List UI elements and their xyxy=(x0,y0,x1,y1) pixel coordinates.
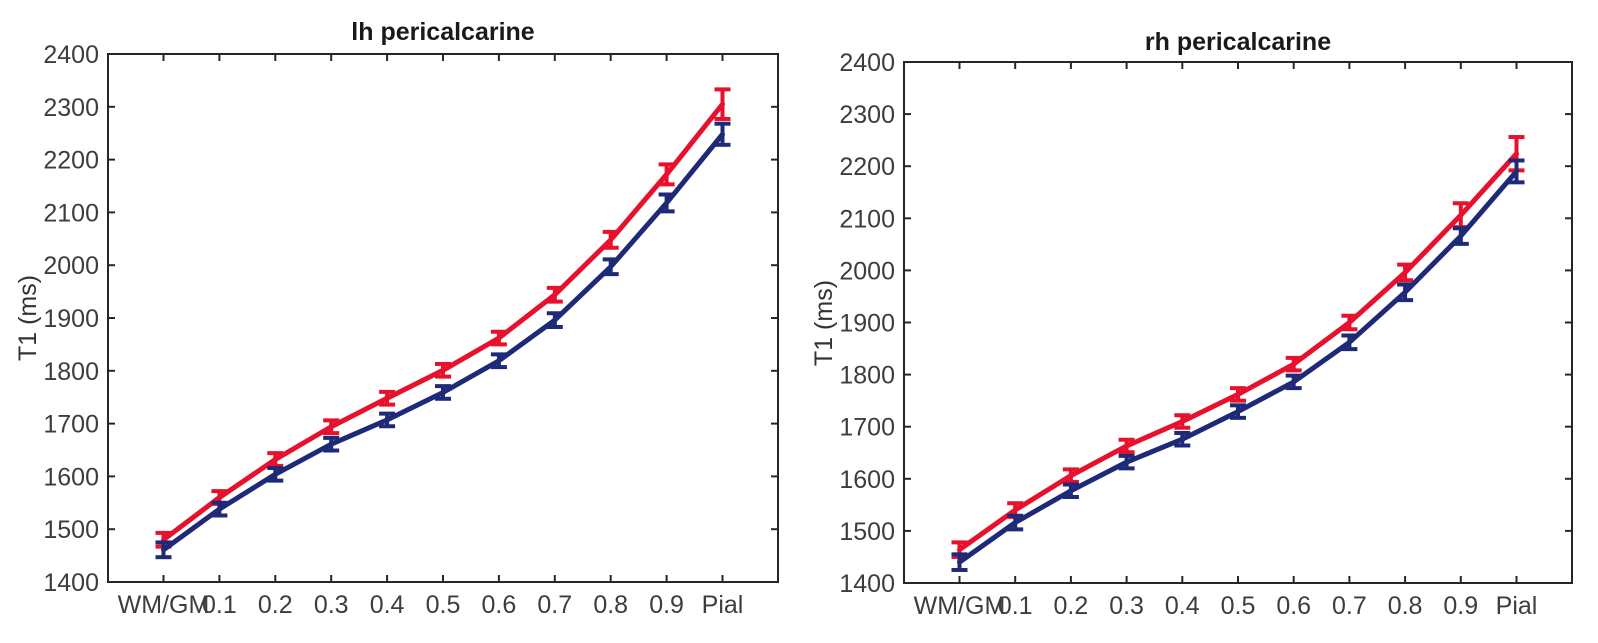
y-tick-label: 2000 xyxy=(839,257,895,285)
x-tick-label: 0.9 xyxy=(649,591,684,619)
y-axis: 1400 1500 1600 1700 1800 1900 2000 2100 2200 2300… xyxy=(43,41,778,597)
y-tick-label: 1800 xyxy=(839,362,895,390)
red-series xyxy=(951,135,1525,559)
y-tick-label: 2200 xyxy=(839,153,895,181)
y-tick-label: 1500 xyxy=(43,516,99,544)
axis-box xyxy=(903,61,1573,584)
blue-series-line xyxy=(957,168,1519,565)
x-tick-label: 0.5 xyxy=(1221,592,1256,620)
x-tick-label: 0.3 xyxy=(314,591,349,619)
y-tick-label: 2400 xyxy=(43,41,99,69)
y-tick-label: 2300 xyxy=(839,101,895,129)
x-axis: WM/GM0.1 0.2 0.3 0.4 0.5 0.6 0.7 0.8 0.9 Pial xyxy=(914,62,1538,620)
y-tick-label: 2100 xyxy=(839,205,895,233)
lh-y-axis-label: T1 (ms) xyxy=(14,275,42,361)
x-tick-label: 0.4 xyxy=(370,591,405,619)
y-tick-label: 1700 xyxy=(43,411,99,439)
red-series-errorbars xyxy=(951,135,1525,559)
x-tick-label: 0.9 xyxy=(1443,592,1478,620)
x-tick-label: WM/GM xyxy=(914,592,1006,620)
x-tick-label: 0.6 xyxy=(482,591,517,619)
x-tick-label: 0.3 xyxy=(1109,592,1144,620)
x-tick-label: 0.8 xyxy=(1388,592,1423,620)
x-tick-label: Pial xyxy=(1496,592,1538,620)
y-tick-label: 2000 xyxy=(43,252,99,280)
blue-series xyxy=(155,121,731,560)
x-tick-label: 0.1 xyxy=(202,591,237,619)
x-tick-label: 0.2 xyxy=(258,591,293,619)
x-tick-label: 0.6 xyxy=(1276,592,1311,620)
red-series-errorbars xyxy=(155,87,731,549)
red-series xyxy=(155,87,731,549)
x-tick-label: 0.7 xyxy=(1332,592,1367,620)
y-tick-label: 2100 xyxy=(43,199,99,227)
x-tick-label: WM/GM xyxy=(118,591,210,619)
y-tick-label: 2300 xyxy=(43,94,99,122)
blue-series-errorbars xyxy=(155,121,731,560)
blue-series-errorbars xyxy=(951,158,1525,572)
y-tick-label: 1700 xyxy=(839,414,895,442)
x-tick-label: 0.8 xyxy=(593,591,628,619)
x-tick-label: 0.7 xyxy=(537,591,572,619)
red-series-line xyxy=(957,151,1519,553)
x-tick-label: Pial xyxy=(702,591,744,619)
y-tick-label: 1900 xyxy=(43,305,99,333)
y-tick-label: 1400 xyxy=(43,569,99,597)
y-tick-label: 1500 xyxy=(839,518,895,546)
x-tick-label: 0.4 xyxy=(1165,592,1200,620)
x-tick-label: 0.2 xyxy=(1054,592,1089,620)
blue-series xyxy=(951,158,1525,572)
chart-lh-pericalcarine: WM/GM0.1 0.2 0.3 0.4 0.5 0.6 0.7 0.8 0.9 Pial1400… xyxy=(43,41,779,619)
y-tick-label: 2200 xyxy=(43,147,99,175)
blue-series-line xyxy=(161,131,725,553)
x-tick-label: 0.1 xyxy=(998,592,1033,620)
x-tick-label: 0.5 xyxy=(426,591,461,619)
y-tick-label: 1400 xyxy=(839,570,895,598)
chart-rh-pericalcarine: WM/GM0.1 0.2 0.3 0.4 0.5 0.6 0.7 0.8 0.9 Pial1400… xyxy=(839,49,1573,620)
y-tick-label: 1600 xyxy=(839,466,895,494)
y-tick-label: 1900 xyxy=(839,310,895,338)
y-axis: 1400 1500 1600 1700 1800 1900 2000 2100 2200 2300… xyxy=(839,49,1572,598)
y-tick-label: 1600 xyxy=(43,463,99,491)
rh-chart-title: rh pericalcarine xyxy=(1145,28,1331,56)
x-axis: WM/GM0.1 0.2 0.3 0.4 0.5 0.6 0.7 0.8 0.9 Pial xyxy=(118,54,744,619)
rh-y-axis-label: T1 (ms) xyxy=(810,280,838,366)
lh-chart-title: lh pericalcarine xyxy=(351,18,535,46)
y-tick-label: 2400 xyxy=(839,49,895,77)
y-tick-label: 1800 xyxy=(43,358,99,386)
red-series-line xyxy=(161,101,725,543)
